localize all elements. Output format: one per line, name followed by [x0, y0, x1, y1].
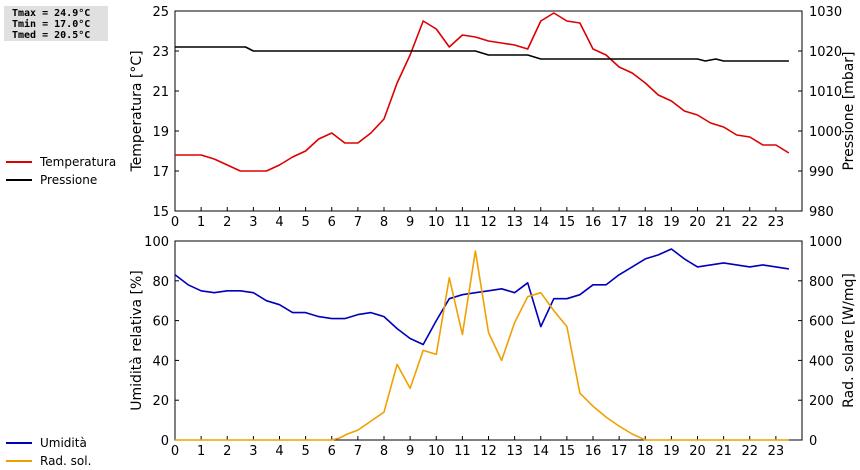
panel2-ylabel-right: Rad. solare [W/mq] — [841, 273, 857, 408]
panel1-series-pressione — [175, 46, 789, 62]
panel1-xtick-label: 14 — [532, 215, 549, 230]
panel2-ylabel-left: Umidità relativa [%] — [129, 270, 145, 411]
panel1-ylabel-right: Pressione [mbar] — [841, 51, 857, 170]
panel2-ytick-left-label: 40 — [152, 354, 169, 369]
panel1-xtick-label: 12 — [480, 215, 497, 230]
panel2-xtick-label: 23 — [768, 444, 785, 459]
panel1-ytick-right-label: 980 — [809, 205, 834, 220]
panel1-ytick-left-label: 19 — [152, 125, 169, 140]
panel1-xtick-label: 0 — [171, 215, 179, 230]
panel2-xtick-label: 9 — [406, 444, 414, 459]
panel1-xtick-label: 18 — [637, 215, 654, 230]
panel1-xtick-label: 10 — [428, 215, 445, 230]
panel1-xtick-label: 8 — [380, 215, 388, 230]
panel1-xtick-label: 9 — [406, 215, 414, 230]
legend-top: Temperatura Pressione — [6, 153, 116, 189]
panel2-xtick-label: 4 — [275, 444, 283, 459]
panel1-ytick-left-label: 21 — [152, 85, 169, 100]
panel2-series-rad-sol — [175, 250, 789, 441]
panel2-xtick-label: 2 — [223, 444, 231, 459]
panel1-xtick-label: 2 — [223, 215, 231, 230]
panel2-xtick-label: 3 — [249, 444, 257, 459]
panel1-xtick-label: 4 — [275, 215, 283, 230]
legend-item-temperatura: Temperatura — [6, 153, 116, 171]
panel1-ytick-right-label: 1030 — [809, 5, 842, 20]
panel2-frame — [174, 240, 803, 441]
panel1-ytick-left-label: 15 — [152, 205, 169, 220]
tmax-stat: Tmax = 24.9°C — [12, 8, 91, 19]
panel2-ytick-left-label: 0 — [161, 434, 169, 449]
panel2-ytick-right-label: 200 — [809, 394, 834, 409]
panel2-ytick-left-label: 20 — [152, 394, 169, 409]
legend-item-pressione: Pressione — [6, 171, 116, 189]
legend-label-umidita: Umidità — [40, 436, 87, 450]
legend-item-umidita: Umidità — [6, 434, 91, 452]
panel1-xtick-label: 13 — [506, 215, 523, 230]
panel2-xtick-label: 0 — [171, 444, 179, 459]
panel2-xtick-label: 21 — [715, 444, 732, 459]
panel2-xtick-label: 13 — [506, 444, 523, 459]
panel1-xtick-label: 7 — [354, 215, 362, 230]
legend-label-pressione: Pressione — [40, 173, 98, 187]
panel1-xtick-label: 3 — [249, 215, 257, 230]
panel2-ytick-right-label: 800 — [809, 275, 834, 290]
panel2-xtick-label: 5 — [301, 444, 309, 459]
panel2-ytick-left-label: 80 — [152, 275, 169, 290]
panel1-xtick-label: 11 — [454, 215, 471, 230]
panel2-ytick-right-label: 400 — [809, 354, 834, 369]
tmed-stat: Tmed = 20.5°C — [12, 30, 91, 41]
panel2-ytick-right-label: 600 — [809, 315, 834, 330]
panel2-ytick-left-label: 60 — [152, 315, 169, 330]
panel1-xtick-label: 22 — [741, 215, 758, 230]
panel1-ytick-right-label: 990 — [809, 165, 834, 180]
legend-swatch-pressione — [6, 179, 32, 181]
panel2-ytick-right-label: 1000 — [809, 235, 842, 250]
panel2-xtick-label: 11 — [454, 444, 471, 459]
legend-swatch-rad-sol — [6, 460, 32, 462]
panel2-xtick-label: 17 — [611, 444, 628, 459]
panel1-xtick-label: 1 — [197, 215, 205, 230]
panel2-xtick-label: 1 — [197, 444, 205, 459]
panel2-xtick-label: 18 — [637, 444, 654, 459]
panel2-xtick-label: 15 — [559, 444, 576, 459]
panel1-ytick-right-label: 1010 — [809, 85, 842, 100]
stats-box: Tmax = 24.9°C Tmin = 17.0°C Tmed = 20.5°… — [4, 6, 108, 41]
panel1-xtick-label: 21 — [715, 215, 732, 230]
panel1-xtick-label: 19 — [663, 215, 680, 230]
charts: 0 1 2 3 4 5 6 7 8 9 10 11 12 13 14 15 16 17 18 19 20 21 22 2315… — [129, 5, 857, 459]
panel1-xtick-label: 5 — [301, 215, 309, 230]
panel1-xtick-label: 15 — [559, 215, 576, 230]
panel1-ylabel-left: Temperatura [°C] — [129, 50, 145, 172]
legend-label-temperatura: Temperatura — [40, 155, 117, 169]
panel2-xtick-label: 14 — [532, 444, 549, 459]
panel2-xtick-label: 12 — [480, 444, 497, 459]
panel2-xtick-label: 6 — [328, 444, 336, 459]
panel2-ytick-right-label: 0 — [809, 434, 817, 449]
tmin-stat: Tmin = 17.0°C — [12, 19, 91, 30]
legend-swatch-temperatura — [6, 161, 32, 163]
panel1-xtick-label: 6 — [328, 215, 336, 230]
panel1-xtick-label: 17 — [611, 215, 628, 230]
panel1-xtick-label: 23 — [768, 215, 785, 230]
panel2-xtick-label: 20 — [689, 444, 706, 459]
panel1-ytick-left-label: 17 — [152, 165, 169, 180]
panel1-ytick-right-label: 1000 — [809, 125, 842, 140]
panel2-xtick-label: 16 — [585, 444, 602, 459]
panel2-xtick-label: 19 — [663, 444, 680, 459]
panel1-series-temperatura — [175, 12, 790, 172]
panel2-xtick-label: 22 — [741, 444, 758, 459]
panel2-xtick-label: 10 — [428, 444, 445, 459]
panel1-ytick-right-label: 1020 — [809, 45, 842, 60]
panel1-ytick-left-label: 23 — [152, 45, 169, 60]
panel1-ytick-left-label: 25 — [152, 5, 169, 20]
panel2-xtick-label: 7 — [354, 444, 362, 459]
panel2-xtick-label: 8 — [380, 444, 388, 459]
legend-swatch-umidita — [6, 442, 32, 444]
panel1-xtick-label: 16 — [585, 215, 602, 230]
panel1-xtick-label: 20 — [689, 215, 706, 230]
panel2-ytick-left-label: 100 — [144, 235, 169, 250]
